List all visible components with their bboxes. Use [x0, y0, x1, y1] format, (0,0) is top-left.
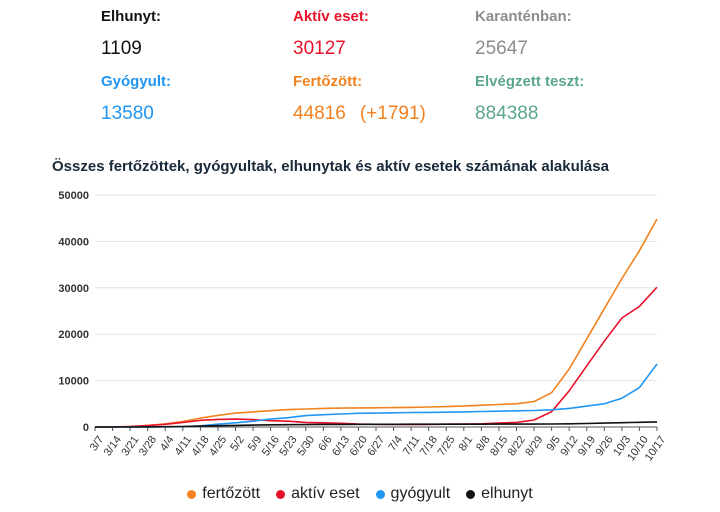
line-chart: 0 10000 20000 30000 40000 50000 3/73/143/213/…	[58, 190, 668, 463]
x-tick-label: 8/29	[523, 434, 545, 458]
x-tick-label: 6/20	[348, 434, 370, 458]
x-tick-label: 3/21	[119, 434, 141, 458]
x-tick-label: 8/1	[457, 434, 476, 453]
x-tick-label: 6/13	[330, 434, 352, 458]
x-tick-label: 9/12	[558, 434, 580, 458]
stat-fertozott-label: Fertőzött:	[293, 73, 363, 90]
stat-elhunyt: Elhunyt: 1109	[101, 8, 161, 60]
stat-elhunyt-value: 1109	[101, 38, 142, 59]
x-tick-label: 5/2	[228, 434, 247, 453]
legend-label: elhunyt	[481, 485, 533, 502]
y-tick-label: 20000	[58, 329, 89, 341]
legend-label: aktív eset	[291, 485, 360, 502]
stat-teszt: Elvégzett teszt: 884388	[475, 73, 584, 125]
y-tick-label: 40000	[58, 236, 89, 248]
y-axis-ticks: 0 10000 20000 30000 40000 50000	[58, 190, 89, 434]
stat-gyogyult-value: 13580	[101, 103, 154, 124]
x-tick-label: 3/28	[137, 434, 159, 458]
stat-teszt-value: 884388	[475, 103, 539, 124]
legend-item-0[interactable]: fertőzött	[187, 485, 260, 503]
legend-dot-icon	[466, 489, 476, 499]
legend-item-2[interactable]: gyógyult	[375, 485, 451, 503]
y-tick-label: 0	[83, 422, 89, 434]
stat-fertozott-value: 44816	[293, 103, 346, 124]
stat-karantenban-label: Karanténban:	[475, 8, 572, 25]
stat-elhunyt-label: Elhunyt:	[101, 8, 161, 25]
series-line-1	[94, 286, 658, 428]
x-tick-label: 6/27	[365, 434, 387, 458]
x-tick-label: 9/19	[576, 434, 598, 458]
y-tick-label: 10000	[58, 376, 89, 388]
x-tick-label: 3/14	[102, 434, 124, 458]
y-tick-label: 50000	[58, 190, 89, 202]
x-tick-label: 8/15	[488, 434, 510, 458]
grid-lines	[95, 194, 657, 428]
x-tick-label: 8/22	[506, 434, 528, 458]
x-tick-label: 5/16	[260, 434, 282, 458]
stat-karantenban-value: 25647	[475, 38, 528, 59]
chart-legend: fertőzött aktív eset gyógyult elhunyt	[0, 485, 720, 503]
legend-label: gyógyult	[390, 485, 451, 502]
legend-item-1[interactable]: aktív eset	[276, 485, 360, 503]
x-tick-label: 4/25	[207, 434, 229, 458]
x-tick-label: 4/11	[173, 434, 195, 458]
legend-label: fertőzött	[202, 485, 261, 502]
series-lines	[94, 218, 658, 428]
legend-dot-icon	[375, 489, 385, 499]
series-line-0	[94, 218, 658, 428]
stat-aktiv-label: Aktív eset:	[293, 8, 369, 25]
x-tick-label: 4/18	[190, 434, 212, 458]
x-tick-label: 7/11	[401, 434, 423, 458]
x-tick-label: 7/18	[418, 434, 440, 458]
stat-karantenban: Karanténban: 25647	[475, 8, 572, 60]
stat-aktiv-value: 30127	[293, 38, 346, 59]
legend-dot-icon	[187, 489, 197, 499]
series-line-2	[95, 363, 658, 428]
x-tick-label: 5/30	[295, 434, 317, 458]
stat-gyogyult: Gyógyult: 13580	[101, 73, 171, 125]
x-axis-ticks: 3/73/143/213/284/44/114/184/255/25/95/16…	[88, 427, 668, 463]
stat-fertozott-delta: (+1791)	[359, 103, 426, 124]
x-tick-label: 9/26	[594, 434, 616, 458]
stat-fertozott-value-row: 44816 (+1791)	[293, 103, 426, 125]
x-tick-label: 5/23	[277, 434, 299, 458]
legend-dot-icon	[276, 489, 286, 499]
y-tick-label: 30000	[58, 283, 89, 295]
series-line-3	[95, 421, 658, 428]
stat-aktiv: Aktív eset: 30127	[293, 8, 369, 60]
chart-title: Összes fertőzöttek, gyógyultak, elhunyta…	[52, 158, 609, 175]
stat-fertozott: Fertőzött: 44816 (+1791)	[293, 73, 426, 125]
legend-item-3[interactable]: elhunyt	[466, 485, 533, 503]
stat-gyogyult-label: Gyógyult:	[101, 73, 171, 90]
x-tick-label: 7/25	[435, 434, 457, 458]
stat-teszt-label: Elvégzett teszt:	[475, 73, 585, 90]
